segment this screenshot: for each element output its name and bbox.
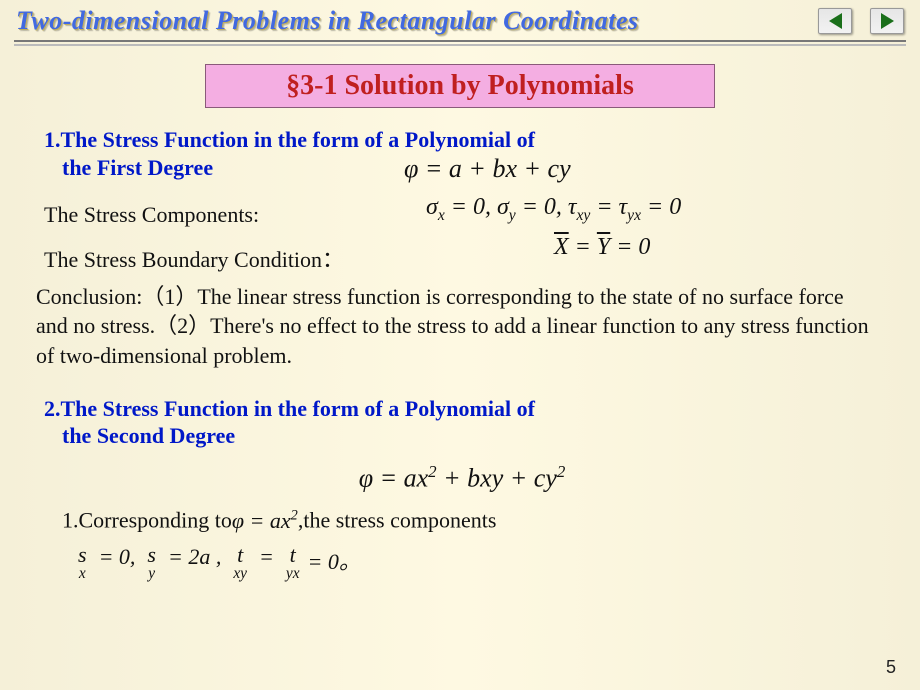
equation-result: sx = 0, sy = 2a , txy = tyx = 0。 [78,544,880,581]
page-number: 5 [886,657,896,678]
heading-2-line2: the Second Degree [44,422,880,450]
divider [14,40,906,46]
equation-boundary-zero: X = Y = 0 [554,234,650,261]
equation-phi-linear: φ = a + bx + cy [404,154,571,184]
equation-stress-zero: σx = 0, σy = 0, τxy = τyx = 0 [426,194,681,225]
heading-1-line1: 1.The Stress Function in the form of a P… [44,126,880,154]
equation-phi-quadratic: φ = ax2 + bxy + cy2 [44,462,880,494]
label-stress-boundary: The Stress Boundary Condition： [44,242,524,274]
next-button[interactable] [870,8,904,34]
heading-1-line2: the First Degree [44,154,374,182]
corresponding-suffix: ,the stress components [298,508,497,533]
arrow-right-icon [881,13,894,29]
slide-title: Two-dimensional Problems in Rectangular … [16,6,818,36]
heading-2-line1: 2.The Stress Function in the form of a P… [44,395,880,423]
corresponding-prefix: 1.Corresponding to [62,508,232,533]
conclusion-text: Conclusion:（1）The linear stress function… [36,282,880,371]
nav-controls [818,8,904,34]
prev-button[interactable] [818,8,852,34]
corresponding-line: 1.Corresponding toφ = ax2,the stress com… [62,507,880,533]
arrow-left-icon [829,13,842,29]
slide: Two-dimensional Problems in Rectangular … [0,0,920,690]
section-banner: §3-1 Solution by Polynomials [205,64,715,108]
section-title: §3-1 Solution by Polynomials [286,70,634,101]
label-stress-components: The Stress Components: [44,202,414,228]
header: Two-dimensional Problems in Rectangular … [0,0,920,36]
content-area: 1.The Stress Function in the form of a P… [0,108,920,581]
equation-phi-ax2: φ = ax2 [232,508,298,533]
